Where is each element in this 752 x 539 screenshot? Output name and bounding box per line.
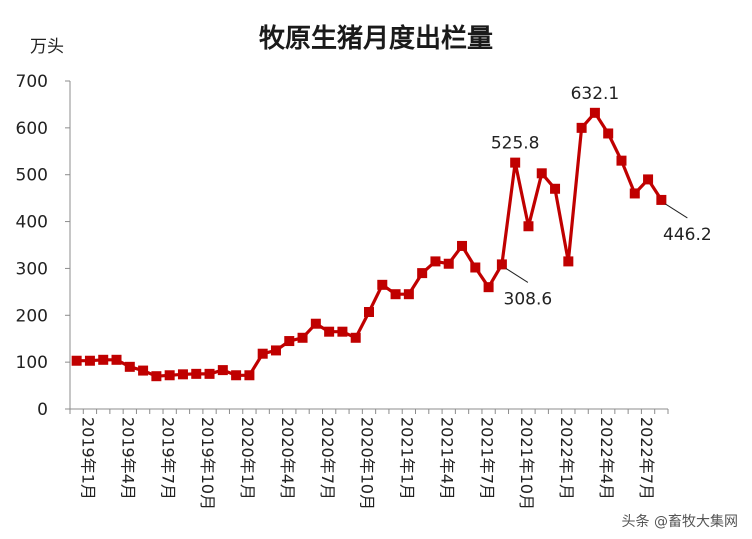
data-point [310,318,321,329]
data-label: 446.2 [663,225,712,245]
data-point [191,368,202,379]
data-point [523,221,534,232]
data-point [377,279,388,290]
y-tick-label: 200 [16,306,48,326]
data-point [576,122,587,133]
x-tick-label: 2019年1月 [79,417,98,500]
data-label: 308.6 [504,289,553,309]
data-point [204,368,215,379]
y-tick-label: 300 [16,259,48,279]
data-point [244,370,255,381]
series-line [76,111,663,378]
x-tick-label: 2021年10月 [517,417,536,510]
y-tick-label: 100 [16,353,48,373]
x-tick-label: 2021年7月 [477,417,496,500]
data-point [603,128,614,139]
data-point [231,370,242,381]
x-tick-label: 2020年4月 [278,417,297,500]
y-tick-labels: 0 100 200 300 400 500 600 700 [16,72,48,420]
data-point [337,326,348,337]
data-point [164,370,175,381]
data-point [550,183,561,194]
data-point [124,361,135,372]
x-tick-label: 2020年1月 [238,417,257,500]
data-point [470,262,481,273]
data-point [403,289,414,300]
data-point [656,194,667,205]
x-tick-label: 2021年4月 [437,417,456,500]
data-point [616,155,627,166]
data-point [483,282,494,293]
x-tick-label: 2020年10月 [358,417,377,510]
chart-title: 牧原生猪月度出栏量 [259,23,493,54]
data-point [71,355,82,366]
data-point [177,369,188,380]
data-point [217,365,228,376]
x-tick-labels: 2019年1月 2019年4月 2019年7月 2019年10月 2020年1月 2020… [79,417,656,510]
axes [65,80,669,414]
data-point [297,332,308,343]
data-point [324,326,335,337]
data-point [536,168,547,179]
data-point [430,256,441,267]
y-tick-label: 700 [16,72,48,92]
data-point [350,332,361,343]
y-tick-label: 0 [37,400,48,420]
data-point [496,259,507,270]
series-polyline [76,111,663,378]
x-tick-label: 2022年7月 [637,417,656,500]
x-tick-label: 2019年7月 [158,417,177,500]
data-point [284,336,295,347]
y-tick-label: 400 [16,213,48,233]
data-point [589,107,600,118]
data-point [257,348,268,359]
data-point [510,157,521,168]
leader-line [505,267,529,283]
leader-line [665,203,688,219]
data-point [457,240,468,251]
data-label: 632.1 [571,84,620,104]
data-labels: 308.6 525.8 632.1 446.2 [491,84,712,310]
data-point [390,289,401,300]
data-point [111,354,122,365]
x-tick-label: 2022年4月 [597,417,616,500]
x-tick-label: 2019年10月 [198,417,217,510]
data-point [270,345,281,356]
data-point [364,307,374,318]
x-tick-label: 2020年7月 [318,417,337,500]
data-point [84,355,95,366]
x-tick-label: 2021年1月 [398,417,417,500]
data-point [443,258,454,269]
x-tick-label: 2019年4月 [119,417,138,500]
x-tick-label: 2022年1月 [557,417,576,500]
data-point [98,354,109,365]
data-point [629,188,640,199]
data-point [643,174,654,185]
data-point [563,256,574,267]
y-tick-label: 500 [16,166,48,186]
watermark: 头条 @畜牧大集网 [621,514,738,530]
y-axis-unit: 万头 [30,37,64,57]
data-point [151,371,162,382]
data-point [138,365,149,376]
data-label: 525.8 [491,134,540,154]
data-point [417,268,428,279]
y-tick-label: 600 [16,119,48,139]
data-points [71,107,667,382]
